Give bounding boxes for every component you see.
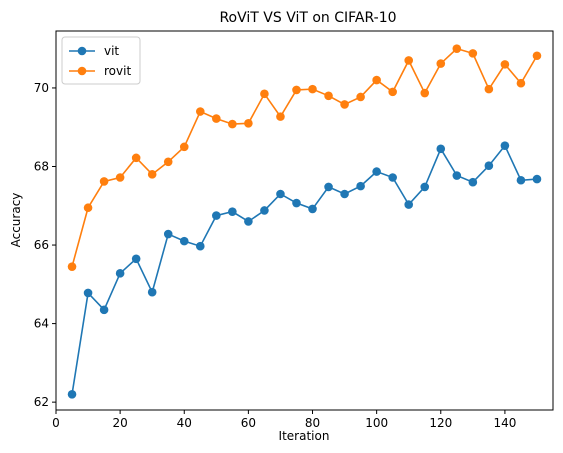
data-point-vit: [195, 241, 205, 251]
y-axis: 62 64 66 68 70: [34, 81, 56, 409]
data-point-rovit: [179, 142, 189, 152]
data-point-rovit: [228, 119, 237, 129]
data-point-rovit: [452, 44, 462, 53]
x-tick-label: 120: [429, 416, 452, 430]
legend: vit rovit: [61, 36, 141, 85]
data-point-rovit: [308, 84, 317, 94]
data-point-vit: [67, 389, 77, 399]
data-point-vit: [468, 177, 478, 187]
data-point-rovit: [404, 56, 414, 65]
data-point-rovit: [147, 170, 157, 179]
data-point-rovit: [244, 118, 253, 128]
x-tick-label: 140: [493, 416, 516, 430]
data-point-rovit: [500, 60, 510, 69]
y-tick-label: 68: [34, 159, 49, 173]
data-point-vit: [244, 217, 253, 226]
data-point-vit: [340, 189, 349, 199]
y-tick-label: 70: [34, 81, 49, 95]
data-point-vit: [452, 171, 462, 180]
data-point-rovit: [436, 59, 446, 68]
data-point-rovit: [292, 85, 301, 95]
data-point-vit: [115, 269, 125, 278]
data-point-rovit: [484, 84, 494, 94]
x-tick-label: 60: [241, 416, 256, 430]
x-tick-label: 20: [112, 416, 127, 430]
chart-title: RoViT VS ViT on CIFAR-10: [219, 10, 396, 26]
data-point-vit: [436, 144, 446, 154]
data-point-rovit: [163, 157, 173, 167]
legend-swatch-marker-vit: [77, 46, 87, 56]
legend-label-vit: vit: [104, 44, 119, 58]
data-point-rovit: [420, 88, 430, 98]
data-point-rovit: [340, 100, 349, 109]
y-axis-label: Accuracy: [9, 193, 23, 248]
data-point-rovit: [260, 89, 269, 99]
data-point-vit: [292, 198, 301, 208]
data-point-vit: [131, 254, 141, 264]
data-point-rovit: [468, 49, 478, 58]
data-point-vit: [324, 182, 333, 192]
x-axis-label: Iteration: [279, 429, 330, 443]
data-point-vit: [500, 141, 510, 150]
x-tick-label: 80: [305, 416, 320, 430]
data-point-vit: [179, 236, 189, 246]
data-point-rovit: [516, 78, 526, 88]
data-point-vit: [372, 167, 381, 176]
data-point-rovit: [67, 262, 77, 271]
data-point-vit: [420, 182, 430, 192]
data-point-vit: [516, 175, 526, 185]
x-axis: 0 20 40 60 80 100 120 140: [52, 410, 516, 430]
data-point-rovit: [356, 92, 365, 102]
data-point-vit: [147, 287, 157, 297]
data-point-rovit: [212, 114, 221, 123]
series-line-vit: [71, 144, 538, 395]
data-point-vit: [308, 204, 317, 214]
data-point-rovit: [99, 177, 109, 186]
y-tick-label: 62: [34, 395, 49, 409]
y-tick-label: 64: [34, 317, 49, 331]
data-point-vit: [163, 229, 173, 239]
plot-area: [67, 44, 542, 399]
data-point-vit: [388, 173, 397, 182]
series-line-rovit: [71, 47, 538, 267]
legend-swatch-marker-rovit: [77, 66, 87, 76]
data-point-rovit: [83, 203, 93, 213]
data-point-rovit: [532, 51, 542, 61]
data-point-vit: [212, 211, 221, 220]
axes-frame: [55, 30, 554, 411]
data-point-rovit: [372, 75, 381, 85]
data-point-vit: [276, 189, 285, 199]
data-point-vit: [484, 161, 494, 171]
data-point-rovit: [131, 153, 141, 163]
data-point-vit: [99, 305, 109, 315]
data-point-rovit: [388, 87, 397, 97]
data-point-rovit: [324, 91, 333, 101]
data-point-vit: [260, 206, 269, 215]
data-point-vit: [83, 288, 93, 298]
data-point-vit: [532, 174, 542, 184]
data-point-rovit: [115, 173, 125, 182]
data-point-vit: [228, 207, 237, 216]
x-tick-label: 100: [365, 416, 388, 430]
y-tick-label: 66: [34, 238, 49, 252]
data-point-rovit: [195, 107, 205, 116]
legend-label-rovit: rovit: [104, 64, 131, 78]
x-tick-label: 0: [52, 416, 60, 430]
data-point-vit: [356, 181, 365, 191]
data-point-rovit: [276, 112, 285, 121]
data-point-vit: [404, 200, 414, 209]
x-tick-label: 40: [177, 416, 192, 430]
